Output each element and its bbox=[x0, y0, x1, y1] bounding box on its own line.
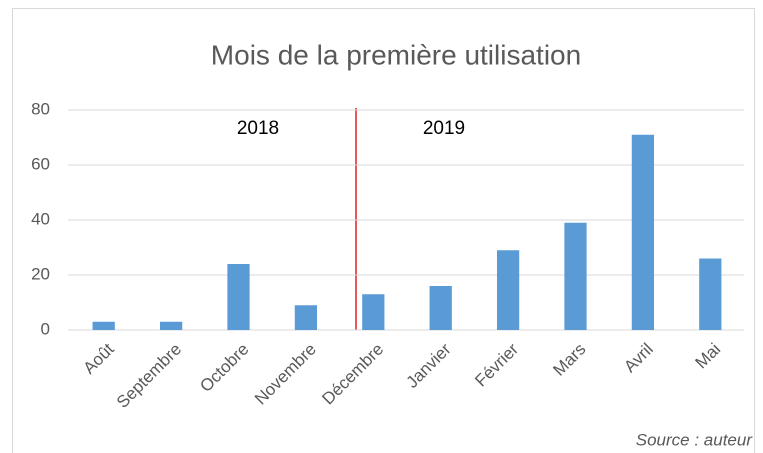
bar bbox=[564, 222, 587, 330]
annotation: 2019 bbox=[423, 118, 465, 139]
bar bbox=[429, 286, 452, 330]
bar bbox=[294, 305, 318, 330]
chart-border bbox=[12, 8, 755, 453]
annotation: 2018 bbox=[237, 118, 279, 139]
y-tick-label: 20 bbox=[31, 264, 50, 283]
y-tick-label: 40 bbox=[31, 209, 50, 228]
y-tick-label: 60 bbox=[31, 154, 50, 173]
source-note: Source : auteur bbox=[636, 430, 754, 449]
bar bbox=[699, 258, 722, 330]
bar bbox=[496, 250, 520, 330]
y-tick-label: 80 bbox=[31, 99, 50, 118]
chart-title: Mois de la première utilisation bbox=[211, 39, 581, 70]
y-tick-label: 0 bbox=[41, 319, 50, 338]
bar bbox=[227, 264, 250, 330]
bar bbox=[631, 134, 655, 330]
bar bbox=[159, 321, 183, 330]
bar bbox=[92, 321, 115, 330]
bar bbox=[362, 294, 385, 330]
